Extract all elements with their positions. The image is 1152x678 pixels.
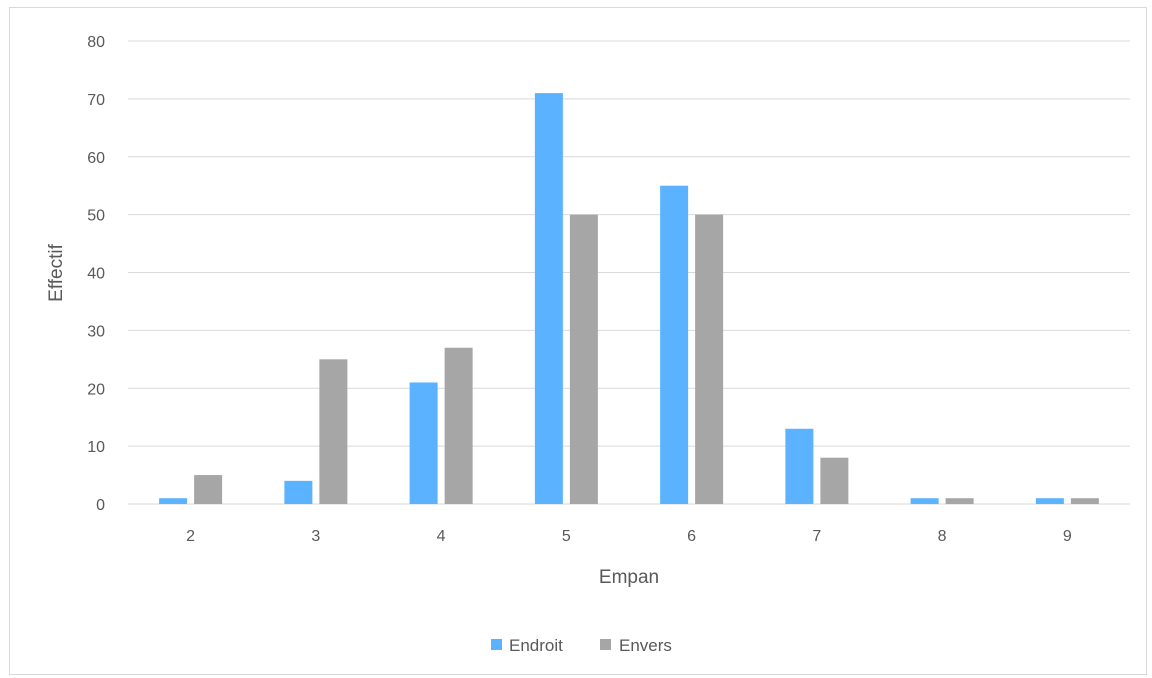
x-tick-label: 2 — [186, 528, 195, 545]
bar-envers-5 — [569, 214, 598, 504]
y-tick-label: 20 — [87, 381, 105, 398]
y-tick-label: 0 — [96, 497, 105, 514]
bar-envers-6 — [695, 214, 724, 504]
bar-envers-8 — [945, 498, 974, 504]
y-tick-label: 70 — [87, 92, 105, 109]
bar-endroit-5 — [534, 93, 563, 505]
x-axis-ticks: 2 3 4 5 6 7 8 9 — [186, 528, 1072, 545]
bar-endroit-6 — [660, 185, 689, 504]
bar-envers-3 — [319, 359, 348, 504]
x-tick-label: 4 — [437, 528, 446, 545]
y-tick-label: 10 — [87, 439, 105, 456]
y-tick-label: 40 — [87, 266, 105, 283]
gridlines — [128, 40, 1130, 505]
bar-endroit-8 — [910, 498, 939, 504]
bar-endroit-2 — [159, 498, 188, 504]
legend: Endroit Envers — [491, 636, 672, 655]
legend-swatch-endroit — [491, 639, 502, 650]
bar-endroit-4 — [409, 382, 438, 504]
x-tick-label: 7 — [812, 528, 821, 545]
bar-endroit-9 — [1035, 498, 1064, 504]
y-tick-label: 50 — [87, 208, 105, 225]
y-axis-title: Effectif — [46, 243, 67, 301]
legend-label-endroit: Endroit — [509, 636, 563, 655]
y-tick-label: 30 — [87, 323, 105, 340]
bar-envers-7 — [820, 457, 849, 504]
bar-endroit-3 — [284, 480, 313, 504]
x-tick-label: 3 — [311, 528, 320, 545]
y-axis-ticks: 0 10 20 30 40 50 60 70 80 — [87, 34, 105, 514]
bar-endroit-7 — [785, 428, 814, 504]
y-tick-label: 80 — [87, 34, 105, 51]
x-axis-title: Empan — [599, 567, 659, 588]
bar-envers-4 — [444, 347, 473, 504]
bars — [159, 93, 1099, 505]
bar-envers-2 — [194, 475, 223, 504]
y-tick-label: 60 — [87, 150, 105, 167]
legend-label-envers: Envers — [619, 636, 672, 655]
x-tick-label: 5 — [562, 528, 571, 545]
bar-envers-9 — [1070, 498, 1099, 504]
x-tick-label: 6 — [687, 528, 696, 545]
x-tick-label: 8 — [938, 528, 947, 545]
x-tick-label: 9 — [1063, 528, 1072, 545]
legend-swatch-envers — [600, 639, 611, 650]
